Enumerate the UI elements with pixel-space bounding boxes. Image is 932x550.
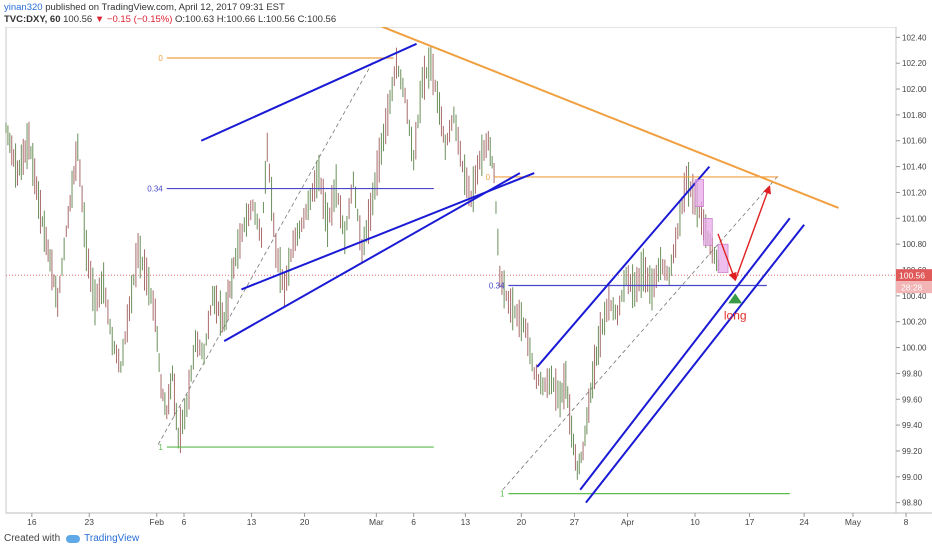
fib-level-label: 0	[486, 173, 491, 182]
y-tick-label: 99.40	[902, 421, 923, 430]
channel-lower-2b	[585, 224, 805, 504]
fib-level-label: 1	[500, 490, 505, 499]
x-tick-label: Apr	[621, 517, 634, 527]
publish-info: yinan320 published on TradingView.com, A…	[4, 2, 336, 14]
descending-trendline	[380, 27, 839, 209]
current-price-value: 100.56	[899, 271, 925, 281]
created-with-text: Created with	[4, 533, 61, 544]
long-annotation: long	[724, 308, 747, 322]
x-tick-label: 23	[85, 517, 95, 527]
long-arrow-icon	[728, 293, 743, 304]
ohlc-info: TVC:DXY, 60 100.56 ▼ −0.15 (−0.15%) O:10…	[4, 14, 336, 26]
y-tick-label: 101.80	[902, 111, 927, 120]
y-tick-label: 102.40	[902, 33, 927, 42]
channel-upper-1	[200, 42, 417, 142]
pattern-box	[717, 243, 729, 273]
channel-lower-1b	[241, 172, 535, 291]
y-tick-label: 100.20	[902, 318, 927, 327]
fib-level-label: 0.34	[147, 185, 163, 194]
y-tick-label: 99.00	[902, 473, 923, 482]
x-tick-label: 24	[799, 517, 809, 527]
tradingview-brand: TradingView	[84, 533, 140, 544]
y-tick-label: 102.00	[902, 85, 927, 94]
price-chart[interactable]: 102.40 102.20 102.00 101.80 101.60 101.40 101.…	[0, 27, 932, 530]
y-tick-label: 99.20	[902, 447, 923, 456]
x-tick-label: 20	[300, 517, 310, 527]
y-tick-label: 101.00	[902, 214, 927, 223]
channel-midline	[157, 60, 374, 445]
y-tick-label: 99.80	[902, 369, 923, 378]
fib-level-label: 1	[158, 443, 163, 452]
current-price-tag	[896, 269, 932, 282]
ohlc-values: O:100.63 H:100.66 L:100.56 C:100.56	[175, 14, 337, 25]
x-tick-label: May	[845, 517, 862, 527]
plot-frame	[5, 27, 897, 514]
y-tick-label: 100.40	[902, 292, 927, 301]
y-tick-label: 98.80	[902, 499, 923, 508]
y-tick-label: 100.80	[902, 240, 927, 249]
x-tick-label: 8	[904, 517, 909, 527]
x-tick-label: 17	[745, 517, 755, 527]
y-tick-label: 100.00	[902, 344, 927, 353]
x-tick-label: 27	[570, 517, 580, 527]
x-tick-label: 13	[247, 517, 257, 527]
projection-arrow	[734, 185, 772, 281]
y-tick-label: 101.60	[902, 137, 927, 146]
published-text: published on TradingView.com, April 12, …	[45, 2, 285, 13]
author-link[interactable]: yinan320	[4, 2, 43, 13]
y-tick-label: 102.20	[902, 59, 927, 68]
price-change: −0.15 (−0.15%)	[106, 14, 173, 25]
countdown-tag	[896, 281, 932, 294]
pattern-box	[703, 217, 713, 246]
footer: Created with TradingView	[4, 533, 139, 544]
x-tick-label: Mar	[369, 517, 384, 527]
x-tick-label: 16	[27, 517, 37, 527]
tradingview-logo[interactable]: TradingView	[66, 533, 139, 544]
channel-lower-1a	[223, 172, 521, 342]
projection-arrow	[717, 233, 737, 282]
x-tick-label: 20	[517, 517, 527, 527]
symbol-label: TVC:DXY, 60	[4, 14, 61, 25]
y-tick-label: 101.40	[902, 163, 927, 172]
pattern-box	[694, 179, 704, 207]
fib-level-label: 0	[158, 54, 163, 63]
channel-lower-2a	[579, 217, 791, 491]
x-tick-label: 6	[182, 517, 187, 527]
x-tick-label: 13	[461, 517, 471, 527]
last-price: 100.56	[63, 14, 93, 25]
countdown-value: 28:28	[901, 283, 923, 293]
y-tick-label: 101.20	[902, 188, 927, 197]
chart-header: yinan320 published on TradingView.com, A…	[4, 2, 336, 26]
y-tick-label: 99.60	[902, 395, 923, 404]
x-tick-label: Feb	[149, 517, 164, 527]
fib-level-label: 0.34	[489, 282, 505, 291]
down-triangle-icon: ▼	[94, 14, 105, 25]
cloud-icon	[66, 534, 81, 543]
x-tick-label: 6	[411, 517, 416, 527]
x-tick-label: 10	[690, 517, 700, 527]
channel-upper-2	[536, 165, 711, 368]
